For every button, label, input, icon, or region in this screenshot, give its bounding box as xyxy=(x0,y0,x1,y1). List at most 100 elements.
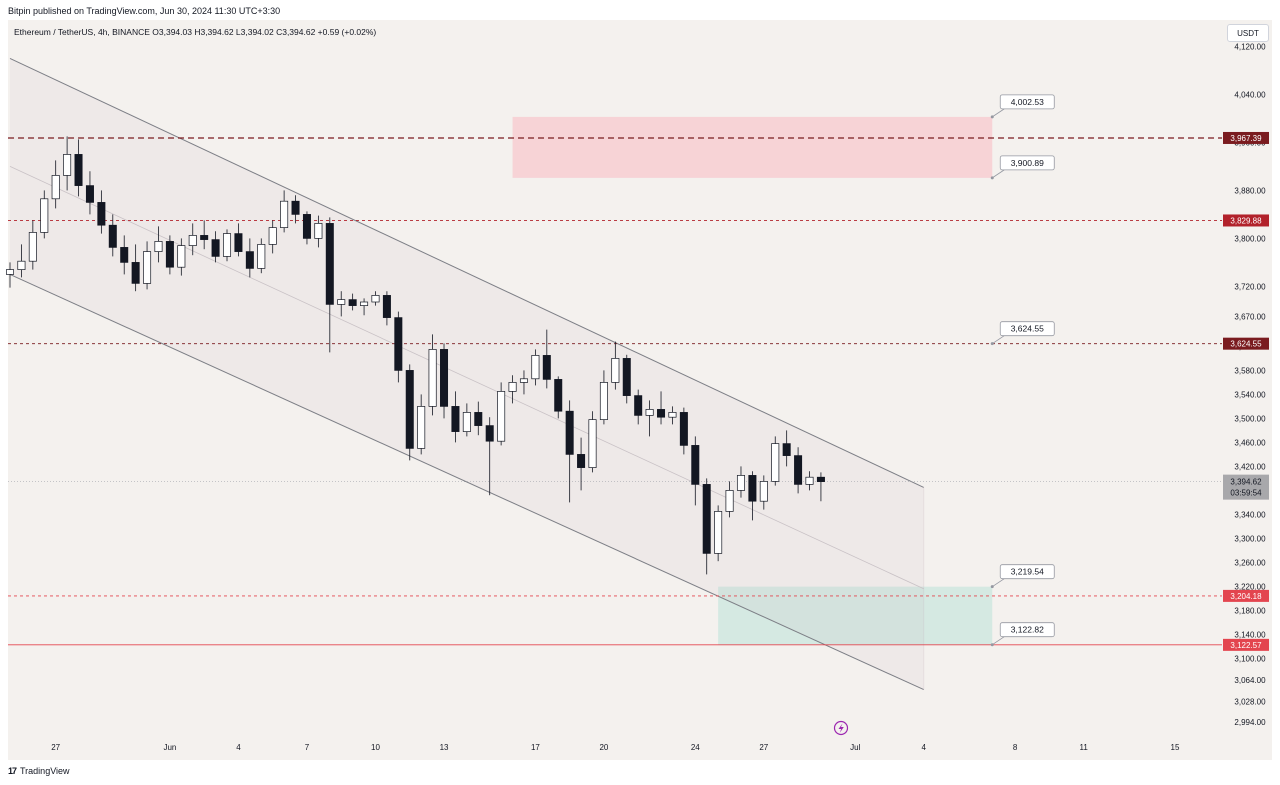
resistance-zone xyxy=(512,116,993,178)
callout-label: 3,219.54 xyxy=(1011,567,1044,577)
candle-body xyxy=(405,370,414,449)
y-tick-label: 3,064.00 xyxy=(1234,676,1266,685)
x-tick-label: 10 xyxy=(371,743,380,752)
candle-body xyxy=(485,425,494,442)
price-badge-label: 3,122.57 xyxy=(1230,641,1262,650)
candle-body xyxy=(223,233,232,257)
candle-body xyxy=(143,251,152,284)
candle-body xyxy=(736,475,745,491)
callout-pointer xyxy=(992,636,1005,646)
callout-label: 3,900.89 xyxy=(1011,158,1044,168)
candle-body xyxy=(474,412,483,426)
candle-body xyxy=(200,235,209,240)
x-tick-label: 20 xyxy=(599,743,608,752)
y-tick-label: 3,670.00 xyxy=(1234,312,1266,321)
x-tick-label: 4 xyxy=(921,743,926,752)
footer-brand-text: TradingView xyxy=(20,766,70,776)
candle-body xyxy=(51,175,60,200)
y-tick-label: 3,100.00 xyxy=(1234,654,1266,663)
x-tick-label: 8 xyxy=(1013,743,1018,752)
candle-body xyxy=(519,378,528,383)
y-tick-label: 3,028.00 xyxy=(1234,698,1266,707)
y-tick-label: 3,340.00 xyxy=(1234,510,1266,519)
channel-middle-line xyxy=(9,166,924,590)
candle-body xyxy=(748,475,757,502)
currency-button[interactable]: USDT xyxy=(1227,24,1269,42)
candle-body xyxy=(440,349,449,407)
callout-pointer xyxy=(992,169,1005,179)
x-tick-label: 15 xyxy=(1171,743,1180,752)
x-tick-label: 11 xyxy=(1079,743,1088,752)
publisher-line: Bitpin published on TradingView.com, Jun… xyxy=(8,6,281,16)
y-tick-label: 3,220.00 xyxy=(1234,582,1266,591)
axis-layer: 4,120.004,040.003,960.003,880.003,800.00… xyxy=(51,42,1269,752)
candle-body xyxy=(348,299,357,306)
candle-body xyxy=(577,454,586,468)
x-tick-label: 27 xyxy=(51,743,60,752)
candle-body xyxy=(28,232,37,262)
candle-body xyxy=(234,233,243,252)
callout-anchor xyxy=(990,115,994,119)
candle-body xyxy=(531,355,540,380)
candle-body xyxy=(497,391,506,442)
candle-body xyxy=(211,239,220,257)
callout-box xyxy=(999,94,1055,110)
candle-body xyxy=(177,245,186,268)
callout-pointer xyxy=(992,108,1005,118)
candle-body xyxy=(554,379,563,412)
y-tick-label: 3,180.00 xyxy=(1234,606,1266,615)
x-tick-label: 17 xyxy=(531,743,540,752)
zones-layer xyxy=(512,116,993,645)
candle-body xyxy=(645,409,654,416)
price-badge-label: 3,829.88 xyxy=(1230,216,1262,225)
candle-body xyxy=(782,443,791,456)
callout-anchor xyxy=(990,585,994,589)
candle-body xyxy=(360,301,369,306)
x-tick-label: Jul xyxy=(850,743,860,752)
candle-body xyxy=(622,358,631,396)
callout-label: 4,002.53 xyxy=(1011,97,1044,107)
candle-body xyxy=(63,154,72,176)
callout-anchor xyxy=(990,176,994,180)
lightning-icon[interactable] xyxy=(833,720,849,736)
candle-body xyxy=(611,358,620,383)
candle-body xyxy=(714,511,723,554)
price-badge xyxy=(1223,638,1269,651)
price-badge-label: 3,204.18 xyxy=(1230,592,1262,601)
y-tick-label: 3,300.00 xyxy=(1234,534,1266,543)
support-zone xyxy=(718,586,993,645)
candle-body xyxy=(245,251,254,269)
x-tick-label: 24 xyxy=(691,743,700,752)
candle-body xyxy=(131,262,140,284)
callout-box xyxy=(999,321,1055,337)
callout-label: 3,122.82 xyxy=(1011,625,1044,635)
callout-anchor xyxy=(990,643,994,647)
callout-pointer xyxy=(992,335,1005,345)
candle-body xyxy=(691,445,700,485)
callouts-layer: 4,002.53 3,900.89 3,624.55 3,219.54 3,122.82 xyxy=(990,94,1055,647)
candle-body xyxy=(291,200,300,215)
candle-body xyxy=(508,382,517,392)
price-badge xyxy=(1223,589,1269,602)
callout-box xyxy=(999,155,1055,171)
candle-body xyxy=(451,406,460,432)
candle-body xyxy=(771,443,780,482)
current-price-label: 3,394.62 xyxy=(1230,478,1262,487)
y-tick-label: 3,880.00 xyxy=(1234,186,1266,195)
candle-body xyxy=(257,244,266,269)
candle-body xyxy=(394,317,403,371)
price-badge-label: 3,624.55 xyxy=(1230,340,1262,349)
y-tick-label: 3,140.00 xyxy=(1234,630,1266,639)
callout-label: 3,624.55 xyxy=(1011,324,1044,334)
candle-body xyxy=(462,412,471,432)
candle-body xyxy=(188,235,197,246)
footer-brand: 17 TradingView xyxy=(8,766,70,776)
candle-body xyxy=(679,412,688,446)
candle-body xyxy=(268,227,277,245)
candle-body xyxy=(759,481,768,502)
y-tick-label: 3,540.00 xyxy=(1234,390,1266,399)
candle-body xyxy=(565,410,574,455)
tradingview-logo-icon: 17 xyxy=(8,766,17,776)
y-tick-label: 3,800.00 xyxy=(1234,234,1266,243)
